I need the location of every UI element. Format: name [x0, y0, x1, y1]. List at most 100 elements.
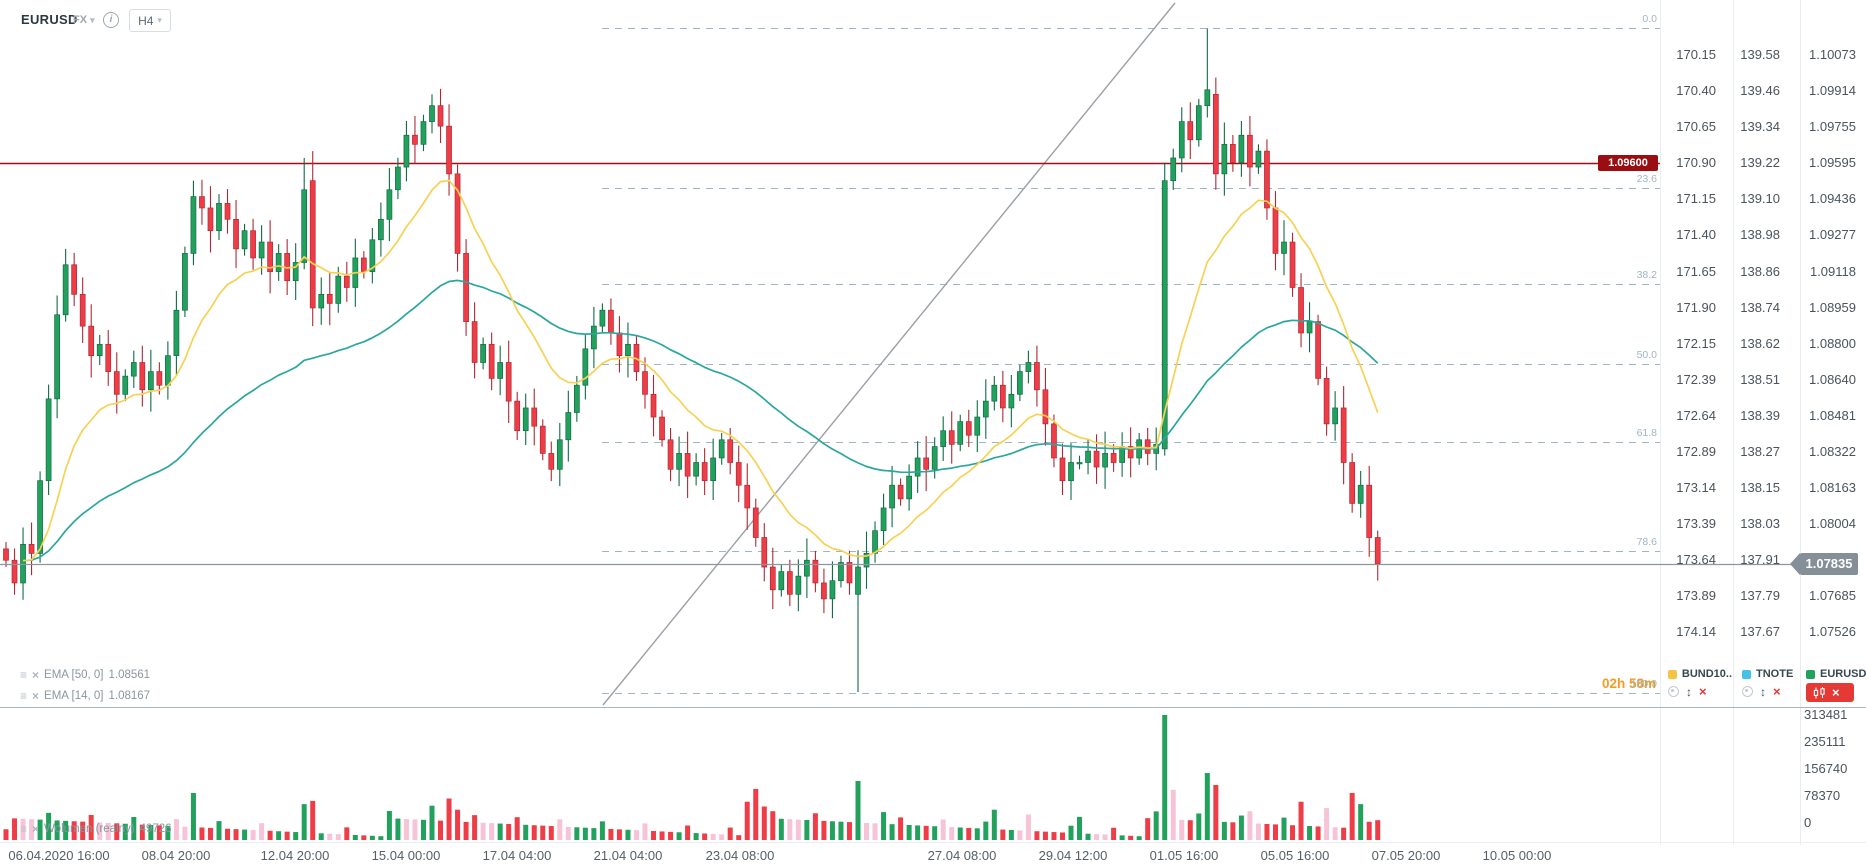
market-dropdown[interactable]: FX ▾	[73, 14, 95, 26]
volume-bar	[736, 835, 742, 840]
ema14-line[interactable]	[22, 179, 1379, 562]
reorder-arrows-icon[interactable]: ↕	[1686, 684, 1692, 699]
indicator-settings-icon[interactable]: ≡	[20, 822, 28, 836]
volume-bar	[906, 825, 912, 840]
tnote-scale-value: 137.79	[1740, 588, 1780, 603]
volume-bar	[795, 819, 801, 840]
candle-body	[1289, 241, 1296, 288]
volume-bar	[983, 821, 989, 840]
candle-body	[957, 421, 964, 445]
tab-eurusd[interactable]: EURUSD ×	[1806, 668, 1866, 702]
time-axis-label: 07.05 20:00	[1371, 848, 1441, 863]
candle-body	[804, 559, 810, 577]
volume-scale-value: 313481	[1804, 707, 1848, 722]
indicator-remove-icon[interactable]: ×	[32, 822, 40, 836]
trend-line[interactable]	[602, 2, 1176, 706]
visibility-eye-icon[interactable]	[1742, 686, 1753, 697]
volume-bar	[932, 826, 938, 840]
close-icon[interactable]: ×	[1699, 683, 1707, 699]
volume-bar	[71, 821, 77, 840]
timeframe-selector[interactable]: H4 ▾	[129, 9, 171, 32]
fib-level-label: 78.6	[1636, 536, 1657, 548]
fibonacci-layer[interactable]	[602, 28, 1660, 694]
volume-bar	[489, 823, 495, 840]
candle-body	[1008, 393, 1015, 409]
time-axis-label: 01.05 16:00	[1149, 848, 1219, 863]
candle-body	[531, 407, 538, 427]
candle-body	[761, 537, 768, 568]
volume-bar	[463, 821, 469, 840]
active-instrument-badge[interactable]: ×	[1806, 683, 1854, 702]
bund10-scale-value: 170.40	[1676, 83, 1716, 98]
candle-body	[378, 218, 384, 241]
fib-level-label: 38.2	[1636, 269, 1657, 281]
candle-body	[1059, 457, 1066, 482]
indicator-remove-icon[interactable]: ×	[32, 668, 40, 682]
candle-body	[1178, 121, 1185, 159]
candle-body	[1315, 321, 1321, 379]
volume-bar	[1042, 831, 1048, 840]
indicator-settings-icon[interactable]: ≡	[20, 689, 28, 703]
volume-bar	[1059, 832, 1065, 840]
volume-bar	[455, 809, 461, 840]
ema50-line[interactable]	[23, 279, 1379, 562]
indicator-remove-icon[interactable]: ×	[32, 689, 40, 703]
candle-body	[906, 475, 912, 500]
ema50-legend-row: ≡ × EMA [50, 0] 1.08561	[20, 668, 150, 682]
volume-bar	[1136, 836, 1142, 840]
candle-body	[1212, 93, 1219, 175]
volume-bar	[276, 831, 282, 840]
close-icon[interactable]: ×	[1832, 684, 1840, 700]
fib-level-label: 100.0	[1630, 678, 1657, 690]
reorder-arrows-icon[interactable]: ↕	[1760, 684, 1766, 699]
tab-tnote[interactable]: TNOTE ↕ ×	[1742, 668, 1806, 699]
volume-bar	[1128, 835, 1134, 840]
volume-bar	[412, 819, 418, 840]
volume-bar	[480, 822, 486, 840]
tnote-scale-value: 138.51	[1740, 372, 1780, 387]
volume-bar	[1290, 825, 1296, 840]
volume-bar	[88, 814, 94, 840]
volume-bar	[327, 833, 333, 840]
candle-body	[718, 439, 725, 459]
eurusd-scale-value: 1.07526	[1809, 624, 1856, 639]
volume-bar	[599, 821, 605, 840]
eurusd-scale-value: 1.09118	[1809, 264, 1856, 279]
indicator-settings-icon[interactable]: ≡	[20, 668, 28, 682]
volume-bar	[1375, 820, 1381, 840]
close-icon[interactable]: ×	[1773, 683, 1781, 699]
volume-bar	[1281, 817, 1287, 840]
time-axis-label: 29.04 12:00	[1038, 848, 1108, 863]
volume-bar	[761, 806, 767, 840]
candle-body	[343, 275, 350, 288]
volume-bar	[105, 822, 111, 840]
volume-bar	[872, 823, 878, 840]
candle-body	[582, 348, 589, 386]
candle-body	[829, 580, 836, 600]
info-icon[interactable]: i	[103, 12, 119, 28]
volume-bar	[242, 829, 248, 840]
ema14-legend-row: ≡ × EMA [14, 0] 1.08167	[20, 689, 150, 703]
candle-body	[335, 275, 342, 304]
candle-body	[1093, 450, 1100, 468]
volume-bar	[37, 819, 43, 840]
tnote-scale-value: 139.58	[1740, 47, 1780, 62]
candle-body	[71, 264, 78, 295]
alert-price-badge[interactable]: 1.09600	[1598, 155, 1658, 171]
tab-bund10[interactable]: BUND10.. ↕ ×	[1668, 668, 1732, 699]
tnote-scale-value: 138.62	[1740, 336, 1780, 351]
tnote-scale-value: 138.27	[1740, 444, 1780, 459]
fib-level-label: 23.6	[1636, 173, 1657, 185]
volume-bar	[685, 825, 691, 840]
candle-body	[395, 166, 401, 191]
volume-bar	[804, 820, 810, 840]
volume-bar	[898, 817, 904, 840]
bund10-scale-value: 170.65	[1676, 119, 1716, 134]
candle-body	[454, 173, 461, 254]
candle-body	[1349, 462, 1356, 504]
visibility-eye-icon[interactable]	[1668, 686, 1679, 697]
candle-body	[113, 371, 120, 395]
volume-bar	[727, 827, 733, 840]
volume-bar	[173, 819, 179, 840]
